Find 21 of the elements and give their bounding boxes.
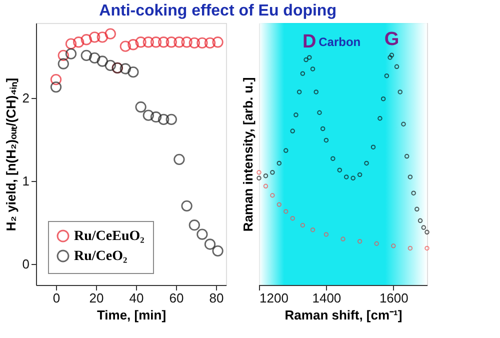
legend-label: Ru/CeO₂	[74, 249, 128, 264]
x-tick-label: 80	[209, 290, 224, 306]
band-label: Carbon	[318, 35, 361, 49]
x-tick-label: 1400	[312, 290, 342, 306]
y-axis-title: Raman intensity, [arb. u.]	[240, 77, 256, 232]
x-axis-title: Time, [min]	[96, 308, 166, 322]
x-tick-label: 60	[169, 290, 184, 306]
y-tick-label: 0	[22, 256, 30, 272]
legend-label: Ru/CeEuO₂	[74, 229, 144, 244]
annotation: D	[302, 31, 316, 52]
annotation: G	[384, 29, 400, 50]
x-tick-label: 40	[129, 290, 144, 306]
x-tick-label: 1200	[260, 290, 288, 306]
y-tick-label: 1	[22, 174, 30, 189]
x-axis-title: Raman shift, [cm⁻¹]	[284, 308, 402, 322]
y-tick-label: 2	[22, 90, 30, 106]
y-axis-title: H₂ yield, [n(H₂)ₒᵤₜ/(CH)₄ᵢₙ]	[3, 78, 18, 232]
x-tick-label: 0	[52, 290, 60, 306]
x-tick-label: 1600	[379, 290, 408, 306]
chart-title: Anti-coking effect of Eu doping	[99, 2, 336, 20]
x-tick-label: 20	[89, 290, 104, 306]
